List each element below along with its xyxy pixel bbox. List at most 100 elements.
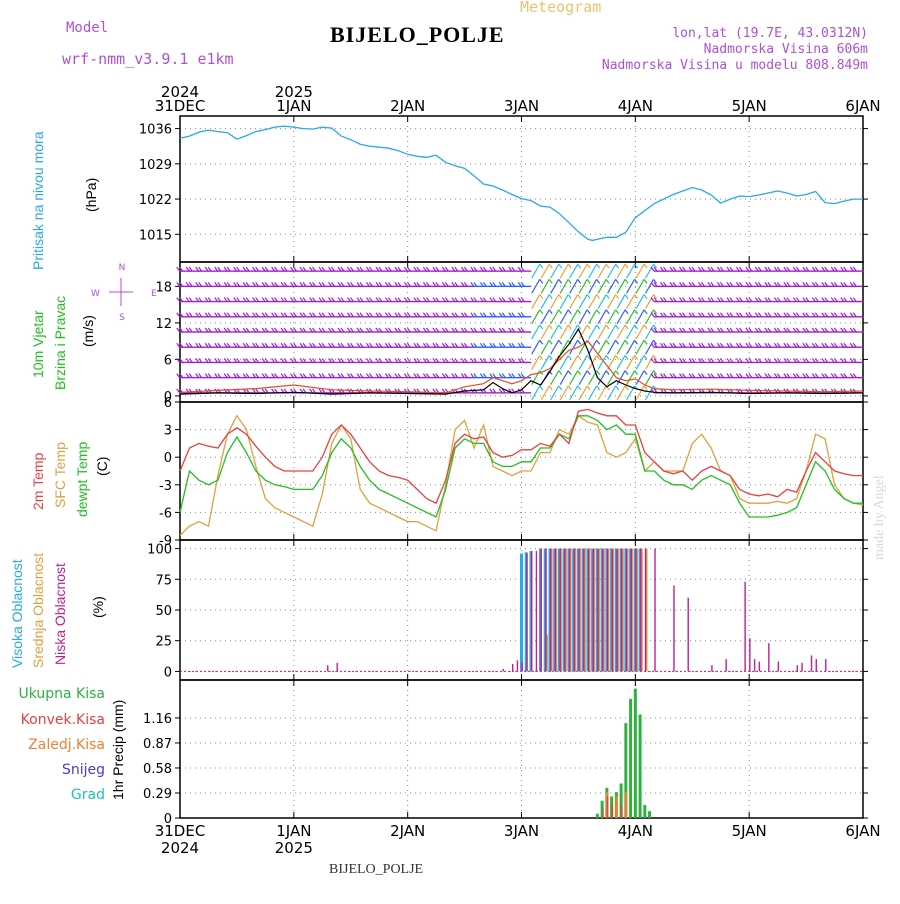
wind-barb	[489, 297, 494, 302]
wind-barb	[550, 370, 560, 385]
wind-barb	[378, 373, 383, 379]
wind-barb	[508, 312, 513, 318]
wind-barb	[540, 339, 550, 355]
wind-barb	[754, 373, 759, 379]
cloud-mid-bar	[636, 548, 639, 672]
wind-barb	[422, 266, 427, 272]
wind-barb	[540, 309, 550, 325]
cloud-low-bar	[777, 661, 780, 672]
wind-barb	[397, 281, 402, 287]
wind-barb	[559, 385, 569, 401]
wind-barb	[830, 342, 835, 348]
y-tick-label: 0.87	[143, 737, 172, 752]
wind-barb	[596, 294, 601, 299]
wind-barb	[577, 339, 582, 345]
wind-barb	[252, 327, 257, 333]
wind-barb	[489, 373, 494, 379]
wind-barb	[463, 297, 468, 302]
wind-barb	[634, 324, 639, 330]
wind-barb	[531, 309, 541, 325]
wind-barb	[435, 327, 440, 333]
wind-barb	[368, 312, 373, 318]
wind-barb	[550, 263, 560, 279]
wind-barb	[802, 312, 807, 318]
wind-barb	[679, 281, 683, 287]
wind-barb	[767, 358, 772, 363]
wind-barb	[384, 358, 389, 363]
wind-barb	[653, 358, 658, 363]
bottom-year-label: 2024	[161, 839, 199, 857]
cloud-low-bar	[621, 548, 623, 672]
wind-barb	[312, 358, 317, 363]
wind-barb	[214, 297, 219, 302]
wind-barb	[498, 373, 503, 379]
y-tick-label: 0	[164, 390, 172, 405]
wind-barb	[340, 342, 345, 348]
wind-barb	[660, 327, 665, 333]
wind-barb	[340, 281, 345, 287]
wind-barb	[280, 327, 285, 333]
wind-barb	[843, 327, 848, 333]
wind-barb	[207, 312, 212, 318]
wind-barb	[299, 373, 304, 379]
wind-barb	[672, 373, 677, 379]
wind-barb	[255, 342, 260, 348]
wind-barb	[255, 327, 260, 333]
wind-barb	[688, 373, 693, 379]
precip-total-bar	[595, 813, 599, 818]
wind-barb	[331, 373, 336, 379]
wind-barb	[337, 327, 342, 333]
wind-barb	[312, 297, 317, 302]
wind-barb	[356, 266, 361, 272]
wind-barb	[605, 278, 610, 284]
wind-barb	[283, 342, 288, 348]
cloud-mid-bar	[574, 548, 577, 672]
wind-barb	[795, 266, 800, 272]
wind-barb	[811, 342, 816, 348]
wind-barb	[207, 327, 212, 333]
wind-barb	[660, 373, 665, 379]
wind-barb	[700, 358, 705, 363]
wind-barb	[672, 327, 677, 333]
wind-barb	[454, 312, 459, 318]
wind-barb	[635, 324, 645, 340]
wind-barb	[607, 385, 617, 401]
wind-barb	[473, 281, 478, 287]
wind-barb	[577, 294, 582, 299]
cloud-low-bar	[592, 548, 595, 672]
wind-barb	[821, 373, 826, 379]
bottom-day-label: 5JAN	[732, 822, 767, 840]
wind-barb	[716, 297, 721, 302]
wind-barb	[397, 358, 402, 363]
cloud-low-bar	[502, 668, 504, 672]
wind-barb	[567, 278, 572, 284]
temp-dew-ylabel: dewpt Temp	[74, 441, 90, 517]
wind-barb	[735, 358, 740, 363]
wind-barb	[403, 297, 408, 302]
cloud-mid-bar	[589, 548, 591, 672]
wind-barb	[550, 385, 560, 401]
wind-barb	[773, 327, 778, 333]
wind-barb	[185, 281, 190, 287]
wind-barb	[754, 358, 759, 363]
wind-barb	[569, 263, 579, 279]
wind-barb	[745, 266, 750, 272]
wind-barb	[501, 312, 506, 318]
wind-barb	[792, 373, 797, 379]
wind-barb	[508, 266, 513, 272]
wind-barb	[252, 388, 257, 394]
precip-unit: 1hr Precip (mm)	[110, 699, 126, 800]
wind-barb	[663, 266, 668, 272]
top-day-label: 1JAN	[276, 97, 311, 115]
wind-barb	[214, 281, 219, 287]
station-title: BIJELO_POLJE	[330, 22, 505, 47]
cloud-low-bar	[635, 548, 637, 672]
wind-barb	[792, 297, 797, 302]
wind-barb	[444, 342, 449, 348]
wind-barb	[460, 358, 465, 363]
wind-barb	[179, 281, 184, 287]
wind-barb	[635, 370, 645, 385]
wind-barb	[347, 327, 351, 333]
wind-barb	[460, 312, 465, 318]
wind-barb	[783, 266, 788, 272]
